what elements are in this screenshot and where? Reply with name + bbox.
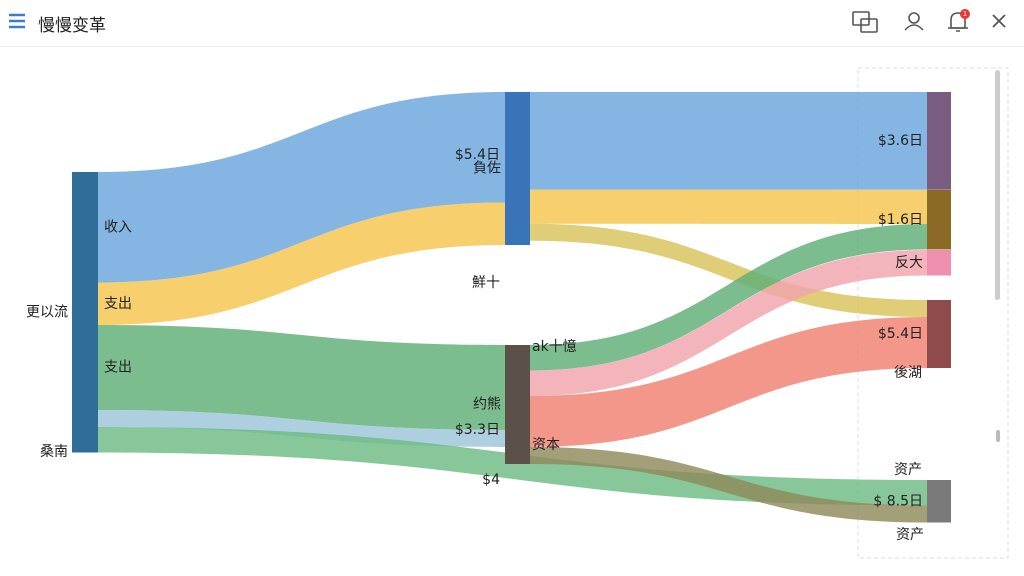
window-title: 慢慢变革 xyxy=(38,16,106,36)
sankey-link xyxy=(530,250,927,396)
sankey-node xyxy=(927,250,951,276)
panel-border xyxy=(857,67,1009,559)
node-label: 負佐 xyxy=(473,161,501,177)
sankey-node xyxy=(927,92,951,190)
sankey-link xyxy=(530,224,927,371)
screen-icon[interactable] xyxy=(852,11,878,33)
menu-icon[interactable] xyxy=(9,13,25,29)
link-label: 收入 xyxy=(104,219,132,235)
link-label: 支出 xyxy=(104,296,132,312)
node-label: $ 8.5日 xyxy=(873,493,923,509)
annotation: 桑南 xyxy=(40,444,68,460)
sankey-link xyxy=(98,202,505,325)
annotation: 资产 xyxy=(896,527,924,543)
annotation: 资产 xyxy=(894,462,922,478)
node-label: $5.4日 xyxy=(878,326,923,342)
notification-badge: 1 xyxy=(960,9,970,19)
sankey-link xyxy=(530,92,927,190)
sankey-link xyxy=(530,223,927,317)
node-label: $3.6日 xyxy=(878,133,923,149)
header-icons xyxy=(9,11,1006,33)
node-label: 更以流 xyxy=(26,304,68,320)
node-label: $1.6日 xyxy=(878,212,923,228)
sankey-node xyxy=(505,92,530,245)
header: 慢慢变革 1 xyxy=(0,0,1024,47)
close-icon[interactable] xyxy=(992,14,1006,28)
annotation: $3.3日 xyxy=(455,422,500,438)
sankey-node xyxy=(72,172,98,453)
scrollbar-thumb[interactable] xyxy=(996,430,1000,442)
sankey-link xyxy=(98,92,505,283)
annotation: 鮮十 xyxy=(472,275,500,291)
sankey-link xyxy=(530,189,927,224)
sankey-link xyxy=(530,317,927,447)
node-label: 反大 xyxy=(895,255,923,271)
annotation: ak十憶 xyxy=(532,339,577,355)
user-icon[interactable] xyxy=(904,12,924,31)
annotation: $4 xyxy=(482,472,500,488)
sankey-node xyxy=(927,300,951,368)
annotation: $5.4日 xyxy=(455,147,500,163)
annotation: 後湖 xyxy=(894,365,922,381)
node-label: 约熊 xyxy=(473,397,501,413)
sankey-node xyxy=(927,190,951,250)
link-label: 支出 xyxy=(104,360,132,376)
sankey-node xyxy=(927,480,951,523)
sankey-link xyxy=(98,410,505,447)
links xyxy=(98,92,927,523)
scrollbar[interactable] xyxy=(995,70,1000,300)
annotation: 资本 xyxy=(532,437,560,453)
sankey-link xyxy=(98,325,505,430)
sankey-link xyxy=(530,447,927,523)
sankey-node xyxy=(505,345,530,464)
